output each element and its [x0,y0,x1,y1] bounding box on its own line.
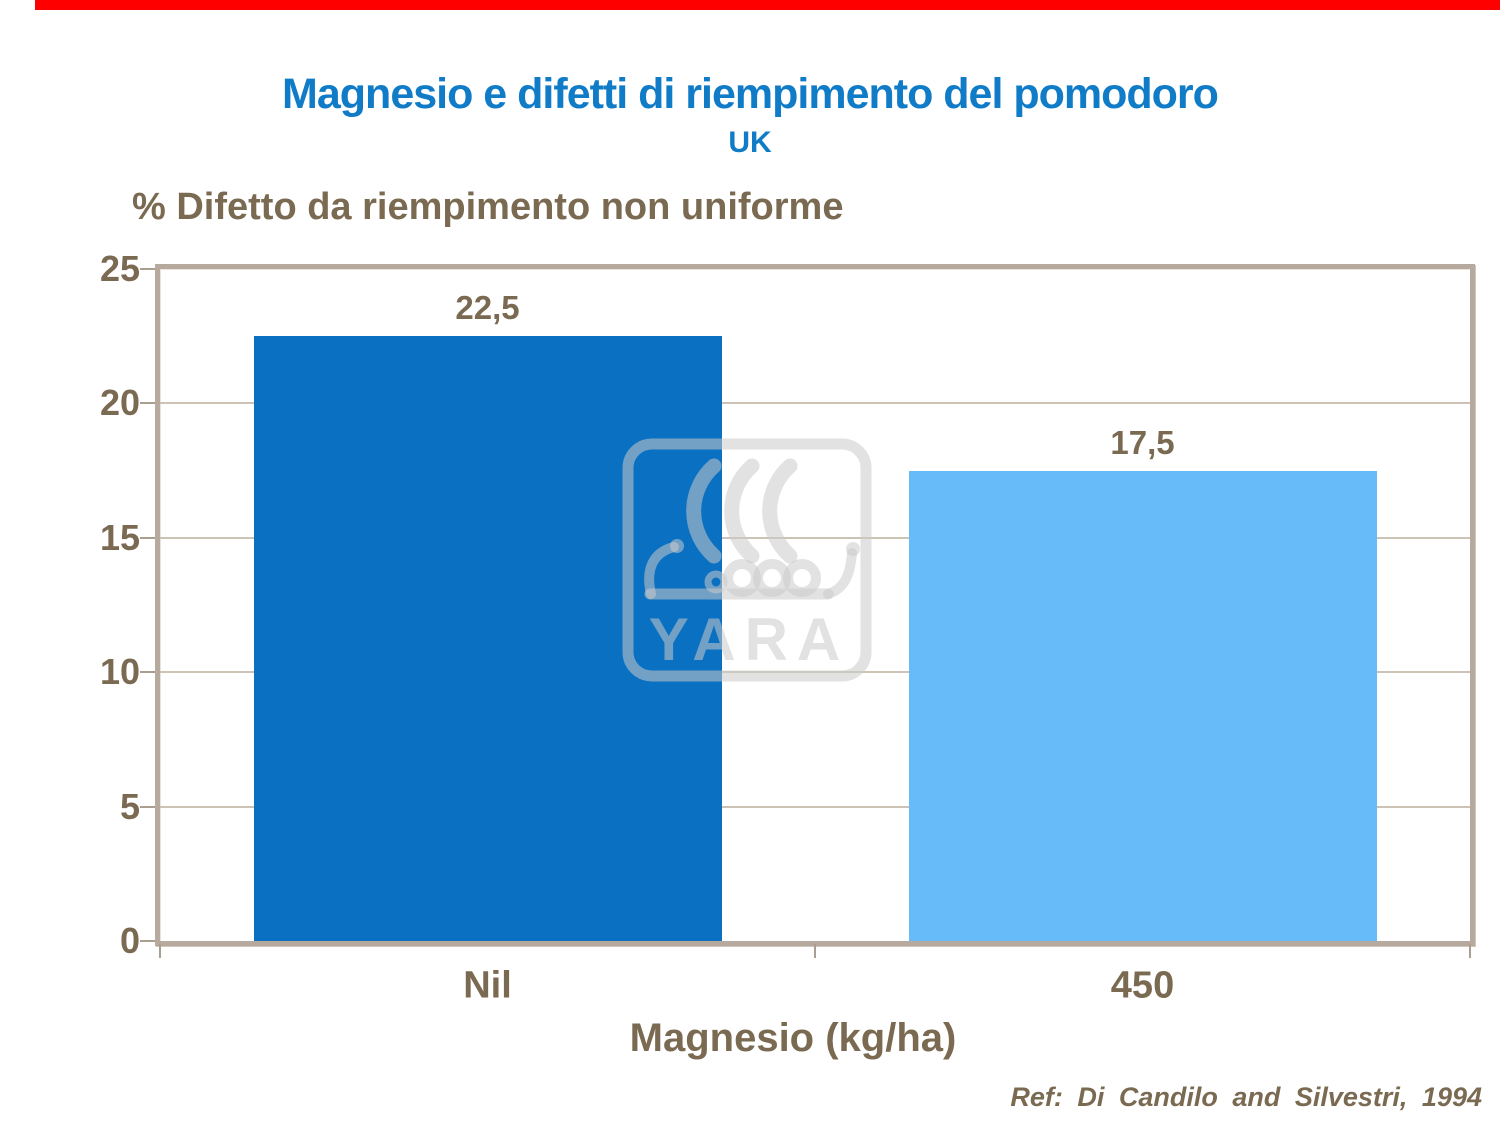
plot-area [155,264,1475,946]
y-tick-mark [140,536,155,539]
bar-value-label: 17,5 [1110,423,1175,461]
y-tick-label: 20 [99,382,140,424]
x-tick-mark [159,944,161,958]
y-tick-label: 5 [119,785,140,827]
y-tick-label: 10 [99,651,140,693]
bar-Nil [253,336,722,941]
chart-title: Magnesio e difetti di riempimento del po… [282,70,1219,118]
top-red-strip [35,0,1500,10]
y-tick-mark [140,805,155,808]
y-tick-mark [140,402,155,405]
gridline [160,402,1470,405]
y-tick-label: 0 [119,920,140,961]
x-axis-title: Magnesio (kg/ha) [629,1016,957,1060]
bar-value-label: 22,5 [455,289,520,327]
y-tick-mark [140,268,155,270]
reference-citation: Ref: Di Candilo and Silvestri, 1994 [1010,1082,1482,1112]
x-tick-mark [1469,944,1471,958]
gridline [160,805,1470,808]
y-tick-label: 25 [99,248,140,289]
x-category-label: Nil [463,964,512,1007]
x-category-label: 450 [1110,964,1175,1007]
y-tick-mark [140,671,155,674]
x-tick-mark [814,944,816,958]
y-axis-title: % Difetto da riempimento non uniforme [132,186,844,228]
y-tick-mark [140,940,155,942]
bar-450 [908,470,1377,941]
chart-subtitle: UK [728,126,772,159]
y-tick-label: 15 [99,516,140,558]
